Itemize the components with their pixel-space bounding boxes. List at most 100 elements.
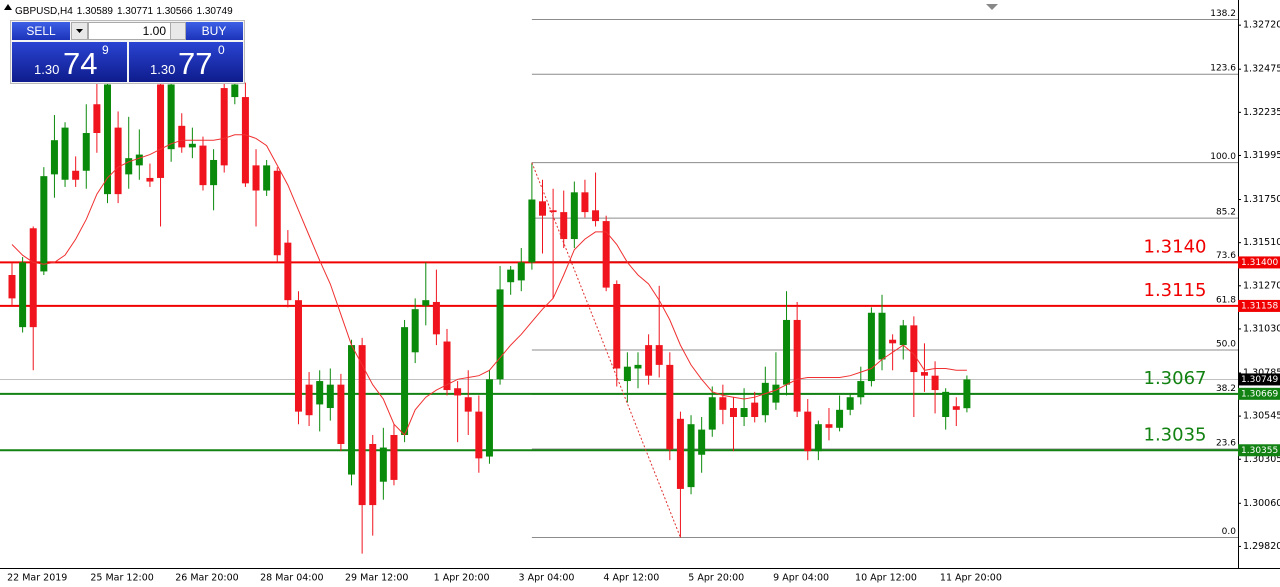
price-box	[1238, 299, 1280, 312]
candle-body	[40, 176, 48, 272]
y-tick-label: 1.31510	[1243, 237, 1280, 248]
candle-body	[804, 411, 812, 452]
price-box	[1238, 444, 1280, 457]
candle-body	[592, 210, 600, 222]
candle-body	[220, 88, 228, 166]
candle-body	[676, 418, 684, 489]
candle-body	[485, 379, 493, 457]
candle-body	[125, 158, 133, 175]
candle-body	[464, 397, 472, 412]
lot-spinner[interactable]	[170, 22, 186, 40]
price-box-label: 1.30669	[1241, 389, 1278, 399]
y-tick-label: 1.30305	[1243, 454, 1280, 465]
candle-body	[411, 309, 419, 353]
candle-body	[432, 301, 440, 335]
candle-body	[942, 391, 950, 418]
current-price-box	[1238, 373, 1280, 386]
candle-body	[846, 397, 854, 410]
chart-header: GBPUSD,H4 1.30589 1.30771 1.30566 1.30749	[15, 6, 233, 17]
x-tick-label: 9 Apr 04:00	[773, 573, 829, 584]
candle-body	[348, 345, 356, 475]
price-box-label: 1.31158	[1241, 301, 1278, 311]
bid-box[interactable]	[12, 42, 127, 82]
bid-big: 74	[63, 46, 97, 81]
candle-body	[135, 154, 143, 166]
candle-body	[761, 382, 769, 416]
price-box	[1238, 387, 1280, 400]
candle-body	[729, 408, 737, 418]
y-tick-label: 1.32235	[1243, 107, 1280, 118]
candle-body	[252, 165, 260, 191]
candle-body	[560, 212, 568, 240]
fib-level-label: 138.2	[1210, 9, 1236, 19]
y-tick-label: 1.31030	[1243, 323, 1280, 334]
candle-body	[549, 210, 557, 213]
y-tick-label: 1.29820	[1243, 541, 1280, 552]
candle-body	[528, 199, 536, 263]
candle-body	[539, 201, 546, 216]
candle-body	[751, 402, 759, 418]
candle-body	[878, 312, 886, 360]
candle-body	[167, 84, 175, 150]
y-tick-label: 1.31750	[1243, 194, 1280, 205]
ask-small: 0	[218, 43, 225, 57]
candle-body	[602, 221, 610, 288]
candle-body	[740, 408, 748, 418]
candle-body	[910, 325, 918, 373]
candle-body	[952, 406, 960, 410]
candle-body	[857, 381, 865, 398]
candle-body	[655, 345, 663, 365]
candle-body	[666, 364, 674, 450]
current-price-label: 1.30749	[1241, 375, 1278, 385]
fib-level-label: 73.6	[1216, 251, 1236, 261]
candle-body	[103, 84, 111, 195]
fib-level-label: 100.0	[1210, 152, 1236, 162]
x-tick-label: 3 Apr 04:00	[519, 573, 575, 584]
candle-body	[645, 345, 653, 376]
fib-trend-line	[531, 162, 681, 538]
candle-body	[19, 262, 27, 328]
candle-body	[836, 409, 844, 428]
buy-button[interactable]	[186, 22, 243, 40]
candle-body	[231, 84, 239, 98]
x-tick-label: 1 Apr 20:00	[434, 573, 490, 584]
candle-body	[369, 443, 377, 506]
candle-body	[708, 397, 716, 430]
candle-body	[889, 339, 897, 344]
candle-body	[634, 364, 642, 369]
candle-body	[390, 434, 398, 480]
candle-body	[772, 384, 780, 403]
fib-level-label: 61.8	[1216, 295, 1236, 305]
candle-body	[963, 379, 971, 409]
fib-level-label: 50.0	[1216, 340, 1236, 350]
candle-body	[178, 125, 186, 148]
bid-prefix: 1.30	[34, 62, 59, 77]
y-tick-label: 1.31270	[1243, 280, 1280, 291]
y-tick-label: 1.32720	[1243, 20, 1280, 31]
candle-body	[867, 312, 875, 382]
ohlc-high: 1.30771	[117, 6, 154, 17]
candle-body	[687, 424, 695, 488]
candle-body	[443, 341, 451, 391]
ask-box[interactable]	[129, 42, 243, 82]
candle-body	[305, 384, 313, 416]
fib-level-label: 38.2	[1216, 384, 1236, 394]
candle-body	[157, 84, 165, 178]
price-box	[1238, 256, 1280, 269]
candle-body	[581, 192, 589, 213]
x-tick-label: 5 Apr 20:00	[688, 573, 744, 584]
sell-button[interactable]	[12, 22, 70, 40]
level-label: 1.3067	[1144, 368, 1207, 389]
candle-body	[570, 192, 578, 240]
collapse-icon[interactable]	[4, 4, 12, 10]
level-label: 1.3115	[1144, 280, 1207, 301]
x-tick-label: 10 Apr 12:00	[855, 573, 917, 584]
candle-body	[719, 397, 727, 410]
ask-big: 77	[178, 46, 212, 81]
fib-level-label: 85.2	[1216, 208, 1236, 218]
candle-body	[72, 170, 80, 180]
candle-body	[29, 228, 37, 328]
candle-body	[82, 133, 90, 171]
